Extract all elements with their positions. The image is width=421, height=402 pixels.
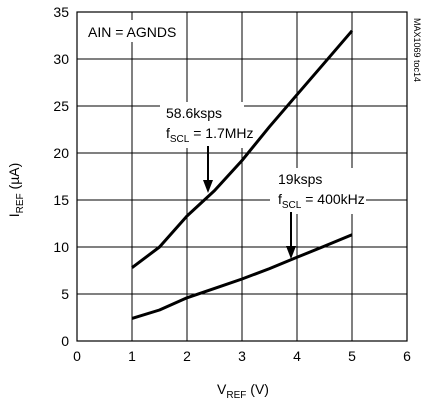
- y-tick-label: 25: [53, 98, 69, 114]
- annotation-2-line2: fSCL = 400kHz: [278, 191, 365, 211]
- annotation-1-line1: 58.6ksps: [166, 105, 222, 121]
- y-tick-label: 15: [53, 192, 69, 208]
- series-line-1: [131, 29, 354, 269]
- annotation-1-line2: fSCL = 1.7MHz: [166, 125, 254, 145]
- y-axis-label: IREF (µA): [6, 163, 26, 218]
- figure-id: MAX1069 toc14: [412, 18, 421, 82]
- x-axis-label: VREF (V): [217, 381, 269, 401]
- annotation-2-bg: [270, 168, 366, 214]
- y-tick-label: 35: [53, 4, 69, 20]
- condition-label: AIN = AGNDS: [88, 24, 176, 40]
- x-tick-label: 3: [238, 348, 246, 364]
- condition-label-bg: [84, 20, 184, 42]
- x-tick-label: 4: [293, 348, 301, 364]
- x-tick-label: 6: [403, 348, 411, 364]
- annotation-2-line1: 19ksps: [278, 171, 322, 187]
- y-axis-ticks: 0 5 10 15 20 25 30 35: [53, 4, 69, 349]
- annotation-1-bg: [160, 102, 244, 148]
- y-tick-label: 20: [53, 145, 69, 161]
- y-tick-label: 0: [61, 333, 69, 349]
- series-group: [131, 29, 354, 320]
- y-tick-label: 30: [53, 51, 69, 67]
- annotation-1-arrowhead: [203, 180, 213, 193]
- x-axis-ticks: 0 1 2 3 4 5 6: [73, 348, 411, 364]
- plot-frame: [76, 11, 408, 342]
- series-line-2: [131, 233, 353, 320]
- y-tick-label: 10: [53, 239, 69, 255]
- x-tick-label: 5: [348, 348, 356, 364]
- x-tick-label: 0: [73, 348, 81, 364]
- annotation-2-arrowhead: [286, 246, 296, 259]
- x-tick-label: 1: [128, 348, 136, 364]
- y-tick-label: 5: [61, 286, 69, 302]
- x-tick-label: 2: [183, 348, 191, 364]
